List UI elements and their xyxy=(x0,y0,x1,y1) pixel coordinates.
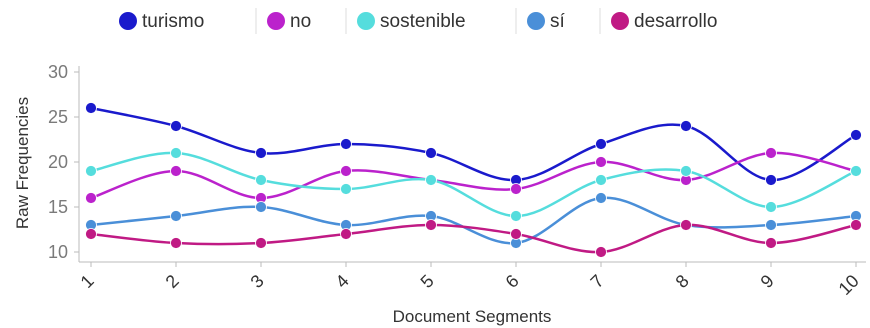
x-tick-label: 1 xyxy=(77,271,98,292)
legend-marker xyxy=(611,12,629,30)
data-point[interactable] xyxy=(340,228,352,240)
data-point[interactable] xyxy=(595,138,607,150)
legend-label: desarrollo xyxy=(634,11,717,32)
legend-label: turismo xyxy=(142,11,204,32)
data-point[interactable] xyxy=(170,237,182,249)
series-line xyxy=(90,151,857,200)
data-point[interactable] xyxy=(595,156,607,168)
series-line xyxy=(90,196,857,245)
series-no xyxy=(85,147,862,204)
legend-item[interactable]: sostenible xyxy=(357,11,466,32)
legend-item[interactable]: sí xyxy=(527,11,566,32)
legend-marker xyxy=(357,12,375,30)
data-point[interactable] xyxy=(765,147,777,159)
x-tick-label: 3 xyxy=(247,271,268,292)
data-point[interactable] xyxy=(340,138,352,150)
legend-label: sí xyxy=(550,11,566,32)
data-point[interactable] xyxy=(85,228,97,240)
data-point[interactable] xyxy=(170,165,182,177)
data-point[interactable] xyxy=(680,120,692,132)
y-tick-label: 10 xyxy=(48,242,68,262)
data-point[interactable] xyxy=(850,165,862,177)
data-point[interactable] xyxy=(425,219,437,231)
y-tick-label: 15 xyxy=(48,197,68,217)
x-tick-label: 9 xyxy=(757,271,778,292)
data-point[interactable] xyxy=(595,246,607,258)
data-point[interactable] xyxy=(255,201,267,213)
legend-label: no xyxy=(290,11,311,32)
series-line xyxy=(90,223,857,254)
y-axis: 10 15 20 25 30 xyxy=(48,62,80,262)
x-tick-label: 10 xyxy=(835,271,863,299)
data-point[interactable] xyxy=(425,174,437,186)
data-point[interactable] xyxy=(170,210,182,222)
legend-label: sostenible xyxy=(380,11,466,32)
legend-marker xyxy=(267,12,285,30)
data-point[interactable] xyxy=(170,120,182,132)
x-tick-label: 5 xyxy=(417,271,438,292)
y-tick-label: 25 xyxy=(48,107,68,127)
y-tick-label: 30 xyxy=(48,62,68,82)
data-point[interactable] xyxy=(255,237,267,249)
data-point[interactable] xyxy=(850,219,862,231)
data-point[interactable] xyxy=(510,210,522,222)
data-point[interactable] xyxy=(255,147,267,159)
x-tick-label: 8 xyxy=(672,271,693,292)
series-sí xyxy=(85,192,862,249)
data-point[interactable] xyxy=(255,174,267,186)
data-point[interactable] xyxy=(510,228,522,240)
data-point[interactable] xyxy=(850,129,862,141)
x-axis-title: Document Segments xyxy=(393,307,552,326)
legend-marker xyxy=(119,12,137,30)
data-point[interactable] xyxy=(510,183,522,195)
series-layer xyxy=(85,102,862,258)
data-point[interactable] xyxy=(425,147,437,159)
x-tick-label: 2 xyxy=(162,271,183,292)
data-point[interactable] xyxy=(85,102,97,114)
data-point[interactable] xyxy=(765,174,777,186)
x-tick-label: 4 xyxy=(332,271,353,292)
legend: turismo no sostenible sí desarrollo xyxy=(119,8,717,34)
data-point[interactable] xyxy=(680,219,692,231)
series-sostenible xyxy=(85,147,862,222)
x-tick-label: 6 xyxy=(502,271,523,292)
series-line xyxy=(90,106,857,182)
data-point[interactable] xyxy=(765,237,777,249)
legend-item[interactable]: desarrollo xyxy=(611,11,717,32)
data-point[interactable] xyxy=(340,165,352,177)
x-axis: 1 2 3 4 5 6 7 8 9 10 xyxy=(77,261,866,299)
series-desarrollo xyxy=(85,219,862,258)
legend-item[interactable]: turismo xyxy=(119,11,204,32)
series-line xyxy=(90,151,857,218)
series-turismo xyxy=(85,102,862,186)
data-point[interactable] xyxy=(680,165,692,177)
data-point[interactable] xyxy=(340,183,352,195)
y-tick-label: 20 xyxy=(48,152,68,172)
data-point[interactable] xyxy=(595,192,607,204)
data-point[interactable] xyxy=(85,165,97,177)
data-point[interactable] xyxy=(170,147,182,159)
data-point[interactable] xyxy=(765,219,777,231)
data-point[interactable] xyxy=(595,174,607,186)
x-tick-label: 7 xyxy=(587,271,608,292)
data-point[interactable] xyxy=(765,201,777,213)
legend-item[interactable]: no xyxy=(267,11,311,32)
data-point[interactable] xyxy=(85,192,97,204)
legend-marker xyxy=(527,12,545,30)
y-axis-title: Raw Frequencies xyxy=(13,97,32,229)
